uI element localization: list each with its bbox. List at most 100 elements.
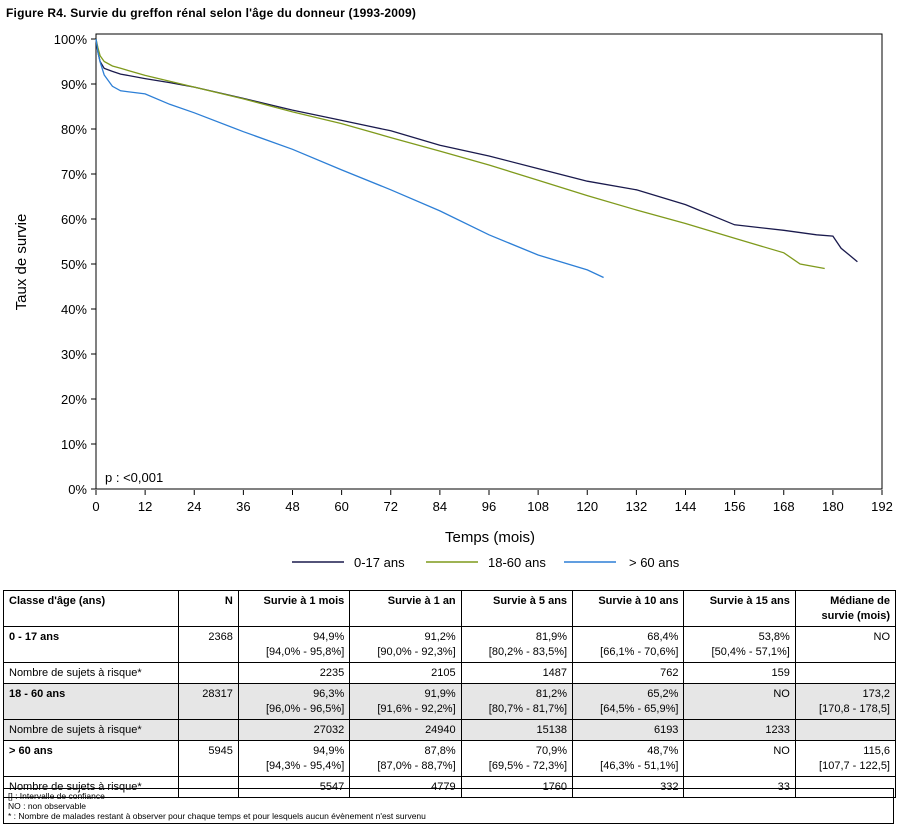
x-tick-label: 24: [187, 499, 201, 514]
table-cell: 24940: [349, 719, 462, 741]
cell-value: [94,3% - 95,4%]: [265, 760, 345, 772]
row-label: 18 - 60 ans: [2, 683, 180, 720]
y-tick-label: 50%: [61, 257, 87, 272]
cell-value: 81,9%: [535, 631, 568, 643]
cell-value: 1233: [765, 724, 790, 736]
cell-value: 48,7%: [647, 745, 679, 757]
x-axis-label: Temps (mois): [445, 529, 535, 546]
table-cell: 33: [683, 776, 796, 798]
table-cell: 48,7% [46,3% - 51,1%]: [572, 740, 685, 777]
series-line-0-17-ans: [95, 38, 858, 263]
y-tick-label: 40%: [61, 302, 87, 317]
x-tick-label: 180: [822, 499, 844, 514]
cell-n: 28317: [178, 683, 239, 720]
y-tick-label: 0%: [68, 482, 87, 497]
y-axis: 0% 10% 20% 30% 40% 50% 60% 70% 80% 90% 100%: [54, 32, 96, 497]
x-tick-label: 48: [285, 499, 299, 514]
legend-label: 18-60 ans: [488, 555, 546, 570]
series-lines: [95, 38, 858, 279]
table-cell: 94,9% [94,0% - 95,8%]: [237, 626, 351, 663]
cell-value: 1760: [542, 781, 568, 793]
figure-title: Figure R4. Survie du greffon rénal selon…: [6, 6, 417, 20]
table-cell: 173,2 [170,8 - 178,5]: [794, 683, 897, 720]
cell-value: 70,9%: [535, 745, 568, 757]
x-tick-label: 108: [527, 499, 549, 514]
table-row: Nombre de sujets à risque* 5547 4779 1760 33…: [2, 776, 897, 798]
legend-label: > 60 ans: [629, 555, 680, 570]
table-cell: 81,9% [80,2% - 83,5%]: [460, 626, 574, 663]
column-header: Médiane de survie (mois): [794, 590, 897, 627]
table-row: > 60 ans 5945 94,9% [94,3% - 95,4%] 87,8% [87…: [2, 740, 897, 777]
cell-value: [80,7% - 81,7%]: [488, 703, 568, 715]
cell-n: 5945: [178, 740, 239, 777]
x-tick-label: 36: [236, 499, 250, 514]
series-line-18-60-ans: [95, 38, 825, 270]
cell-value: 53,8%: [758, 631, 790, 643]
table-footnotes: [] : Intervalle de confiance NO : non obs…: [3, 788, 894, 824]
table-cell: 6193: [572, 719, 685, 741]
cell-value: 5547: [319, 781, 345, 793]
x-tick-label: 0: [92, 499, 99, 514]
y-axis-label: Taux de survie: [13, 214, 30, 311]
table-cell: 53,8% [50,4% - 57,1%]: [683, 626, 796, 663]
cell-value: 115,6: [863, 745, 890, 757]
row-label: Nombre de sujets à risque*: [2, 719, 180, 741]
cell-value: 762: [660, 667, 679, 679]
x-tick-label: 168: [773, 499, 795, 514]
survival-table: Classe d'âge (ans) N Survie à 1 mois Survie…: [2, 590, 897, 798]
legend: 0-17 ans 18-60 ans > 60 ans: [292, 555, 680, 570]
y-tick-label: 20%: [61, 392, 87, 407]
table-cell: 87,8% [87,0% - 88,7%]: [349, 740, 462, 777]
cell-value: [87,0% - 88,7%]: [377, 760, 456, 772]
table-cell: 4779: [349, 776, 462, 798]
row-label: > 60 ans: [2, 740, 180, 777]
cell-value: [94,0% - 95,8%]: [265, 646, 345, 658]
table-cell: NO: [683, 683, 796, 720]
y-tick-label: 60%: [61, 212, 87, 227]
cell-value: [66,1% - 70,6%]: [600, 646, 679, 658]
footnote: [] : Intervalle de confiance: [8, 791, 105, 801]
table-cell: 5547: [237, 776, 351, 798]
table-cell: 65,2% [64,5% - 65,9%]: [572, 683, 685, 720]
x-tick-label: 132: [626, 499, 648, 514]
row-label: Nombre de sujets à risque*: [2, 776, 180, 798]
cell-value: 94,9%: [313, 631, 345, 643]
table-cell: 762: [572, 662, 685, 684]
table-cell: 1760: [460, 776, 574, 798]
y-tick-label: 70%: [61, 167, 87, 182]
x-tick-label: 72: [384, 499, 398, 514]
table-cell: 15138: [460, 719, 574, 741]
y-tick-label: 10%: [61, 437, 87, 452]
cell-value: 87,8%: [424, 745, 456, 757]
cell-value: [91,6% - 92,2%]: [377, 703, 456, 715]
cell-n: [178, 719, 239, 741]
survival-chart: 0% 10% 20% 30% 40% 50% 60% 70% 80% 90% 100% 0 12 24 3…: [13, 32, 893, 570]
p-value-annotation: p : <0,001: [105, 470, 163, 485]
y-tick-label: 90%: [61, 77, 87, 92]
table-cell: 2105: [349, 662, 462, 684]
cell-value: 33: [777, 781, 790, 793]
series-line-60-ans: [95, 38, 604, 279]
table-cell: 70,9% [69,5% - 72,3%]: [460, 740, 574, 777]
cell-value: 81,2%: [535, 688, 568, 700]
table-cell: 1487: [460, 662, 574, 684]
plot-frame: [95, 33, 883, 490]
y-tick-label: 30%: [61, 347, 87, 362]
cell-n: [178, 662, 239, 684]
table-cell: NO: [683, 740, 796, 777]
table-cell: 68,4% [66,1% - 70,6%]: [572, 626, 685, 663]
cell-value: 4779: [431, 781, 456, 793]
table-cell: [794, 719, 897, 741]
x-tick-label: 60: [334, 499, 348, 514]
table-cell: 1233: [683, 719, 796, 741]
column-header: Survie à 5 ans: [460, 590, 574, 627]
cell-value: [170,8 - 178,5]: [819, 703, 890, 715]
column-header: Survie à 1 mois: [237, 590, 351, 627]
x-tick-label: 12: [138, 499, 152, 514]
cell-value: [50,4% - 57,1%]: [711, 646, 790, 658]
cell-value: [69,5% - 72,3%]: [488, 760, 568, 772]
x-tick-label: 96: [482, 499, 496, 514]
table-cell: 115,6 [107,7 - 122,5]: [794, 740, 897, 777]
table-row: Nombre de sujets à risque* 27032 24940 1513…: [2, 719, 897, 741]
table-cell: 96,3% [96,0% - 96,5%]: [237, 683, 351, 720]
